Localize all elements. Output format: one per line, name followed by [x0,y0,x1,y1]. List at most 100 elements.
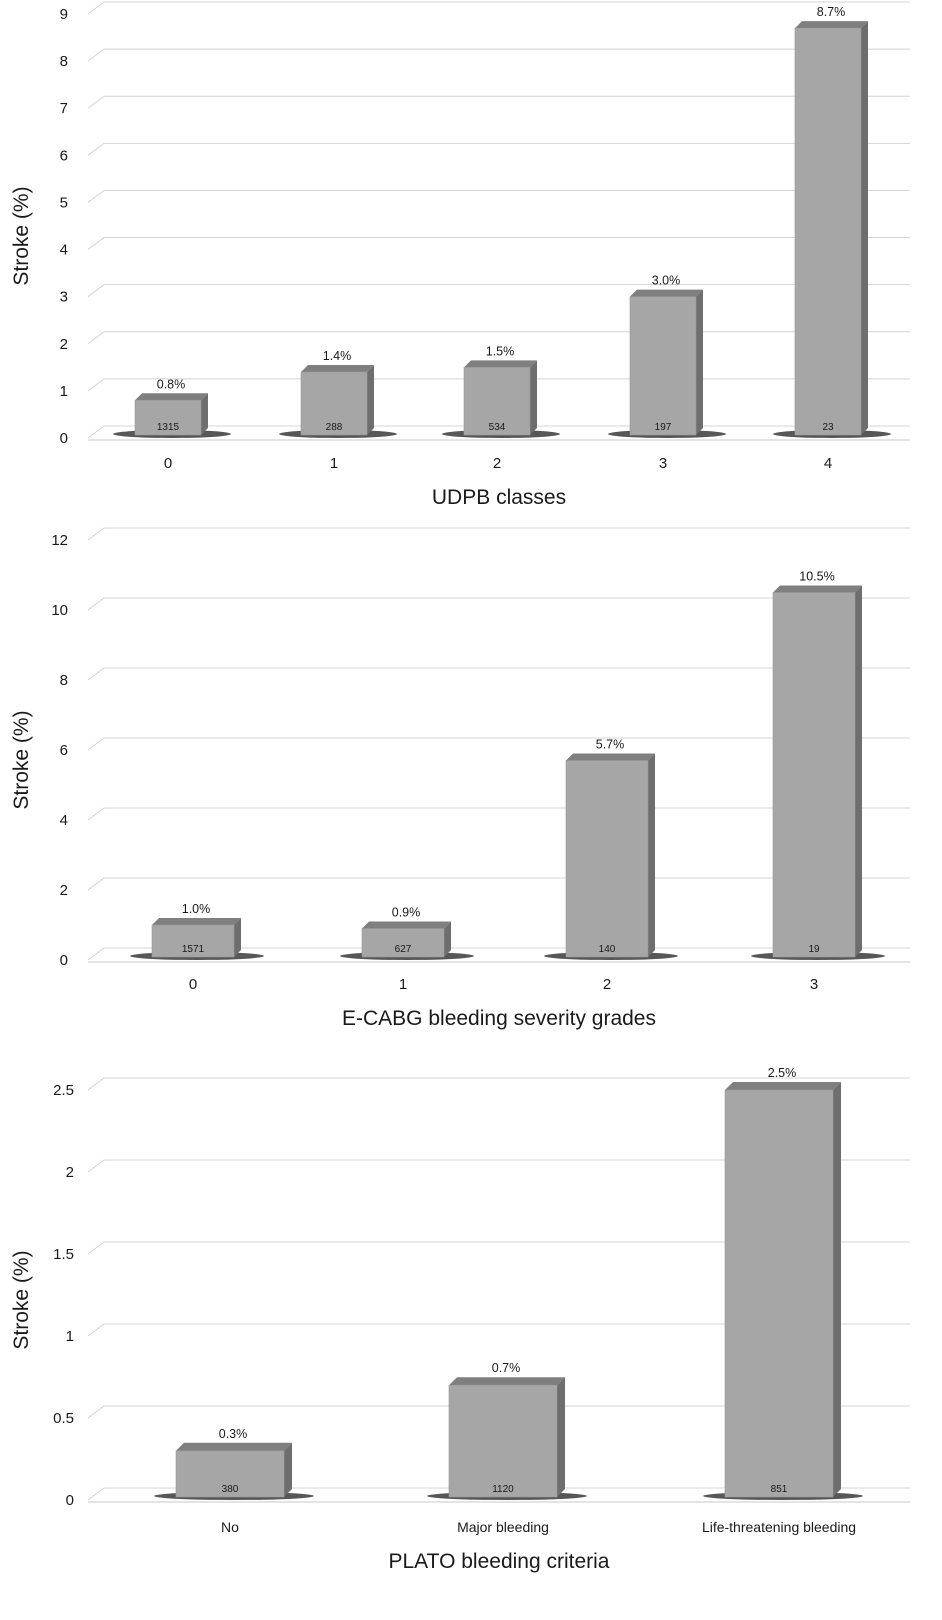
bar-side [201,393,208,435]
gridline [87,48,910,62]
x-axis-title: E-CABG bleeding severity grades [342,1007,656,1030]
y-tick-label: 0 [66,1492,74,1509]
x-tick-label: 2 [493,455,501,472]
bar [151,924,235,958]
bar-value-label: 0.8% [157,377,186,391]
bar [565,760,649,958]
bar [448,1384,558,1498]
bar [772,592,856,958]
bar-top [301,365,374,373]
bar-value-label: 1.5% [486,344,515,358]
x-tick-label: 1 [399,976,407,993]
bar-top [725,1082,841,1090]
y-tick-label: 2 [60,882,68,899]
bar-top [449,1377,565,1386]
y-tick-label: 1 [60,383,68,400]
gridline [87,331,910,345]
bar [300,371,368,436]
x-tick-label: Life-threatening bleeding [702,1519,856,1535]
y-tick-label: 0.5 [53,1410,74,1427]
bar-value-label: 8.7% [817,5,846,19]
bar-count-label: 288 [326,422,343,433]
bar-top [773,585,862,593]
bar [794,27,862,436]
y-axis-title: Stroke (%) [10,186,33,285]
y-axis-title: Stroke (%) [10,1250,33,1349]
bar-value-label: 1.4% [323,349,352,363]
bar-count-label: 1315 [157,422,180,433]
bar-count-label: 380 [222,1484,239,1495]
y-tick-label: 10 [51,602,68,619]
bar [361,928,445,958]
bar-count-label: 851 [771,1484,788,1495]
bar-top [630,289,703,297]
gridline [87,1241,910,1255]
bar-side [284,1442,292,1497]
y-tick-label: 6 [60,742,68,759]
x-tick-label: Major bleeding [457,1519,549,1535]
x-tick-label: 2 [603,976,611,993]
y-tick-label: 8 [60,672,68,689]
bar-value-label: 3.0% [652,274,681,288]
x-tick-label: 0 [189,976,197,993]
bar-side [855,585,862,957]
y-tick-label: 2.5 [53,1082,74,1099]
x-axis-title: PLATO bleeding criteria [388,1550,609,1573]
x-axis-title: UDPB classes [432,486,566,509]
bar-count-label: 627 [395,944,412,955]
gridline [87,1405,910,1419]
y-tick-label: 1.5 [53,1246,74,1263]
bar [175,1450,285,1498]
x-tick-label: 0 [164,455,172,472]
bar-value-label: 5.7% [596,738,625,752]
y-tick-label: 8 [60,53,68,70]
y-axis-title: Stroke (%) [10,710,33,809]
y-tick-label: 3 [60,289,68,306]
gridline [87,142,910,156]
x-tick-label: 4 [824,455,832,472]
bar-top [362,921,451,929]
bar-count-label: 23 [822,422,834,433]
chart-ecabg-grades: 0 2 4 6 8 10 12 1.0% 1571 0 0.9% 627 1 5.7% 140 2 10.5% 1… [10,527,910,1030]
bar-top [464,360,537,368]
bar-count-label: 534 [489,422,506,433]
y-tick-label: 1 [66,1328,74,1345]
chart-udpb-classes: 01234567890.8%131501.4%28811.5%53423.0%1… [10,1,910,509]
y-tick-label: 4 [60,242,68,259]
bar-side [833,1082,841,1497]
gridline [87,95,910,109]
y-tick-label: 0 [60,430,68,447]
bar-count-label: 1571 [182,944,205,955]
y-tick-label: 7 [60,100,68,117]
bar-count-label: 197 [655,422,672,433]
gridline [87,1159,910,1173]
x-tick-label: 3 [659,455,667,472]
bar [463,367,531,436]
bar-side [530,360,537,435]
gridline [87,1323,910,1337]
gridline [87,284,910,298]
x-tick-label: No [221,1519,239,1535]
bar-side [367,365,374,435]
bar-side [861,21,868,436]
bar-side [648,753,655,957]
bar [134,400,202,436]
bar-value-label: 0.7% [492,1361,521,1375]
gridline [87,527,910,541]
gridline [87,1,910,15]
x-tick-label: 1 [330,455,338,472]
bar-value-label: 10.5% [799,570,834,584]
chart-plato-criteria: 0 0.5 1 1.5 2 2.5 0.3% 380 No 0.7% 1120 Major bleed… [10,1066,910,1573]
y-tick-label: 2 [60,336,68,353]
bar-side [444,921,451,957]
gridline [87,237,910,250]
gridline [87,1487,910,1501]
bar-count-label: 19 [808,944,820,955]
bar-value-label: 1.0% [182,902,211,916]
y-tick-label: 9 [60,6,68,23]
bar-top [135,393,208,401]
bar-top [566,753,655,761]
y-tick-label: 5 [60,194,68,211]
bar [629,296,697,436]
